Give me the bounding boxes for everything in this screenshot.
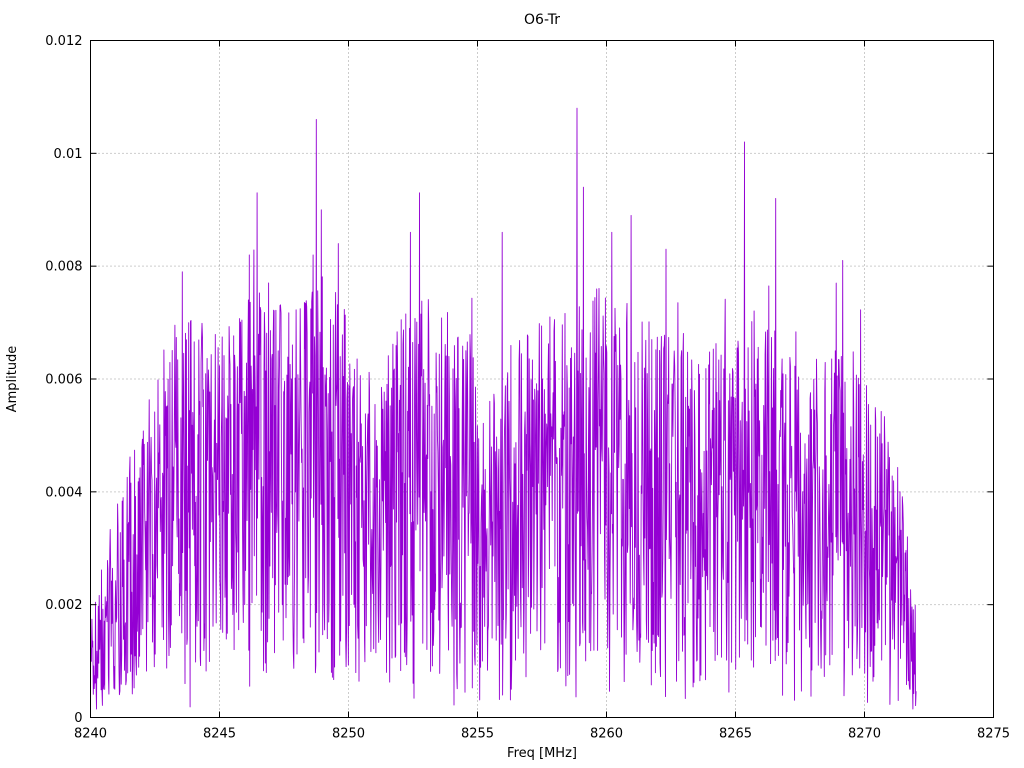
y-tick-label: 0: [74, 711, 82, 726]
y-tick-label: 0.004: [45, 485, 82, 500]
tick-labels: 8240 8245 8250 8255 8260 8265 8270 8275 0 0.002 0.…: [45, 34, 1010, 742]
y-axis-label: Amplitude: [5, 346, 20, 413]
x-axis-label: Freq [MHz]: [507, 746, 577, 761]
x-tick-label: 8240: [74, 727, 107, 742]
x-tick-label: 8265: [719, 727, 752, 742]
x-tick-label: 8250: [332, 727, 365, 742]
x-tick-label: 8255: [461, 727, 494, 742]
y-tick-label: 0.006: [45, 373, 82, 388]
data-series-line: [90, 107, 917, 710]
x-tick-label: 8260: [590, 727, 623, 742]
y-tick-label: 0.008: [45, 260, 82, 275]
chart-title: O6-Tr: [524, 12, 560, 28]
y-tick-label: 0.01: [54, 147, 83, 162]
y-tick-label: 0.012: [45, 34, 82, 49]
y-tick-label: 0.002: [45, 598, 82, 613]
x-tick-label: 8275: [977, 727, 1010, 742]
tick-marks: [90, 40, 994, 718]
data-series-group: [90, 107, 917, 710]
x-tick-label: 8245: [203, 727, 236, 742]
x-tick-label: 8270: [848, 727, 881, 742]
